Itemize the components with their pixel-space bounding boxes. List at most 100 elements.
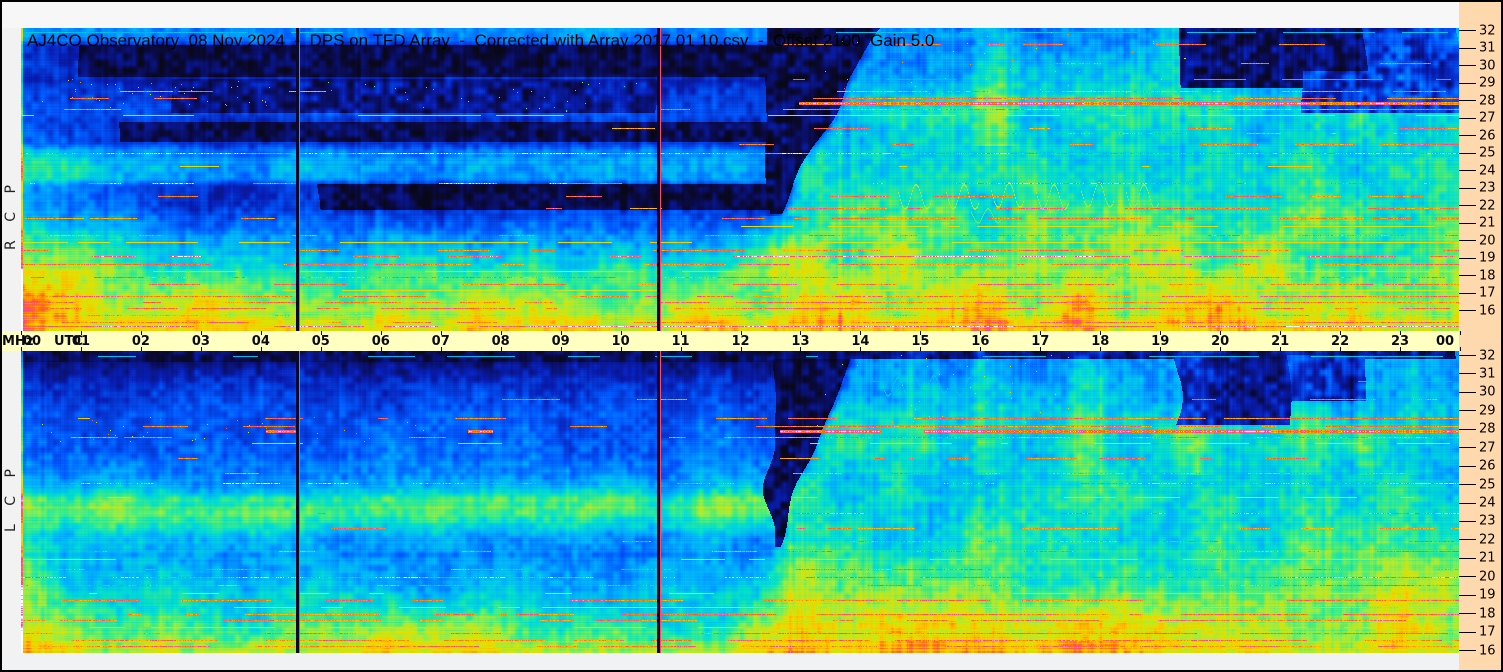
hour-label: 00 <box>23 334 42 349</box>
freq-tick <box>1459 631 1476 633</box>
freq-tick <box>1459 292 1476 294</box>
hour-label: 15 <box>911 334 930 349</box>
hour-tick <box>21 347 22 351</box>
hour-tick <box>320 331 322 335</box>
freq-tick <box>1459 117 1476 119</box>
freq-tick <box>1459 187 1476 189</box>
freq-label: 19 <box>1479 250 1496 266</box>
hour-label: 08 <box>491 334 510 349</box>
hour-tick <box>1340 331 1342 335</box>
hour-tick <box>500 347 502 351</box>
hour-tick <box>320 347 322 351</box>
hour-tick <box>380 347 382 351</box>
hour-tick <box>1400 331 1402 335</box>
hour-tick <box>440 331 442 335</box>
hour-label: 06 <box>371 334 390 349</box>
freq-tick <box>1459 135 1476 136</box>
hour-label: 23 <box>1390 334 1410 349</box>
hour-tick <box>860 347 862 351</box>
hour-tick <box>680 347 682 351</box>
left-axis-column-rcp: R C P <box>2 28 21 331</box>
hour-tick <box>1100 331 1102 335</box>
freq-label: 20 <box>1479 569 1496 585</box>
hour-label: 21 <box>1271 334 1290 349</box>
hour-tick <box>140 347 142 351</box>
freq-tick <box>1459 310 1476 311</box>
time-axis: 00 01 02 03 04 05 06 07 08 09 10 11 12 13 14 15 16 17 18 19… <box>2 331 1461 351</box>
freq-label: 28 <box>1479 421 1496 437</box>
hour-tick <box>920 331 922 335</box>
hour-label: 17 <box>1031 334 1050 349</box>
freq-tick <box>1459 47 1476 49</box>
hour-tick <box>80 331 82 335</box>
hour-tick <box>800 331 802 335</box>
hour-tick <box>1160 347 1162 351</box>
hour-tick <box>740 347 742 351</box>
hour-tick <box>260 331 262 335</box>
freq-tick <box>1459 484 1476 486</box>
hour-tick <box>740 331 742 335</box>
hour-label: 00 <box>1435 334 1455 349</box>
freq-label: 28 <box>1479 93 1496 108</box>
freq-tick <box>1459 355 1476 356</box>
rcp-spectrogram <box>21 28 1460 331</box>
title-bar: AJ4CO Observatory 08 Nov 2024 - DPS on T… <box>2 2 1459 50</box>
freq-label: 31 <box>1479 366 1496 382</box>
hour-tick <box>140 331 142 335</box>
hour-tick <box>980 331 982 335</box>
hour-label: 07 <box>431 334 450 349</box>
hour-tick <box>260 347 262 351</box>
freq-label: 32 <box>1479 23 1496 38</box>
freq-label: 22 <box>1479 532 1496 548</box>
freq-tick <box>1459 520 1476 522</box>
freq-tick <box>1459 465 1476 467</box>
window-border-top <box>0 0 1503 2</box>
hour-label: 14 <box>851 334 870 349</box>
hour-tick <box>800 347 802 351</box>
freq-label: 25 <box>1479 477 1496 493</box>
freq-label: 18 <box>1479 268 1496 283</box>
hour-label: 02 <box>131 334 150 349</box>
hour-label: 11 <box>671 334 690 349</box>
freq-tick <box>1459 502 1476 504</box>
hour-tick <box>380 331 382 335</box>
freq-label: 21 <box>1479 215 1496 231</box>
hour-tick <box>1040 347 1042 351</box>
freq-label: 26 <box>1479 458 1496 474</box>
freq-tick <box>1459 152 1476 154</box>
hour-tick <box>920 347 922 351</box>
freq-label: 27 <box>1479 440 1496 456</box>
hour-tick <box>1460 331 1461 335</box>
hour-label: 01 <box>71 334 90 349</box>
freq-label: 17 <box>1479 285 1496 301</box>
freq-tick <box>1459 82 1476 84</box>
freq-tick <box>1459 594 1476 596</box>
freq-tick <box>1459 557 1476 559</box>
hour-label: 19 <box>1151 334 1170 349</box>
freq-label: 25 <box>1479 145 1496 161</box>
lcp-spectrogram <box>21 351 1460 653</box>
freq-label: 24 <box>1479 495 1496 511</box>
hour-tick <box>1400 347 1402 351</box>
freq-label: 23 <box>1479 180 1496 196</box>
freq-label: 27 <box>1479 110 1496 126</box>
hour-tick <box>500 331 502 335</box>
hour-tick <box>1280 347 1282 351</box>
freq-label: 20 <box>1479 233 1496 248</box>
freq-label: 29 <box>1479 75 1496 91</box>
hour-tick <box>980 347 982 351</box>
freq-label: 22 <box>1479 198 1496 213</box>
hour-tick <box>860 331 862 335</box>
freq-label: 29 <box>1479 403 1496 419</box>
freq-tick <box>1459 373 1476 375</box>
hour-tick <box>200 347 202 351</box>
time-axis-unit-label: UTC <box>54 334 83 349</box>
freq-tick <box>1459 65 1476 66</box>
hour-tick <box>1160 331 1162 335</box>
hour-tick <box>620 331 622 335</box>
hour-tick <box>1280 331 1282 335</box>
freq-tick <box>1459 428 1476 430</box>
hour-tick <box>21 331 22 335</box>
freq-tick <box>1459 100 1476 101</box>
